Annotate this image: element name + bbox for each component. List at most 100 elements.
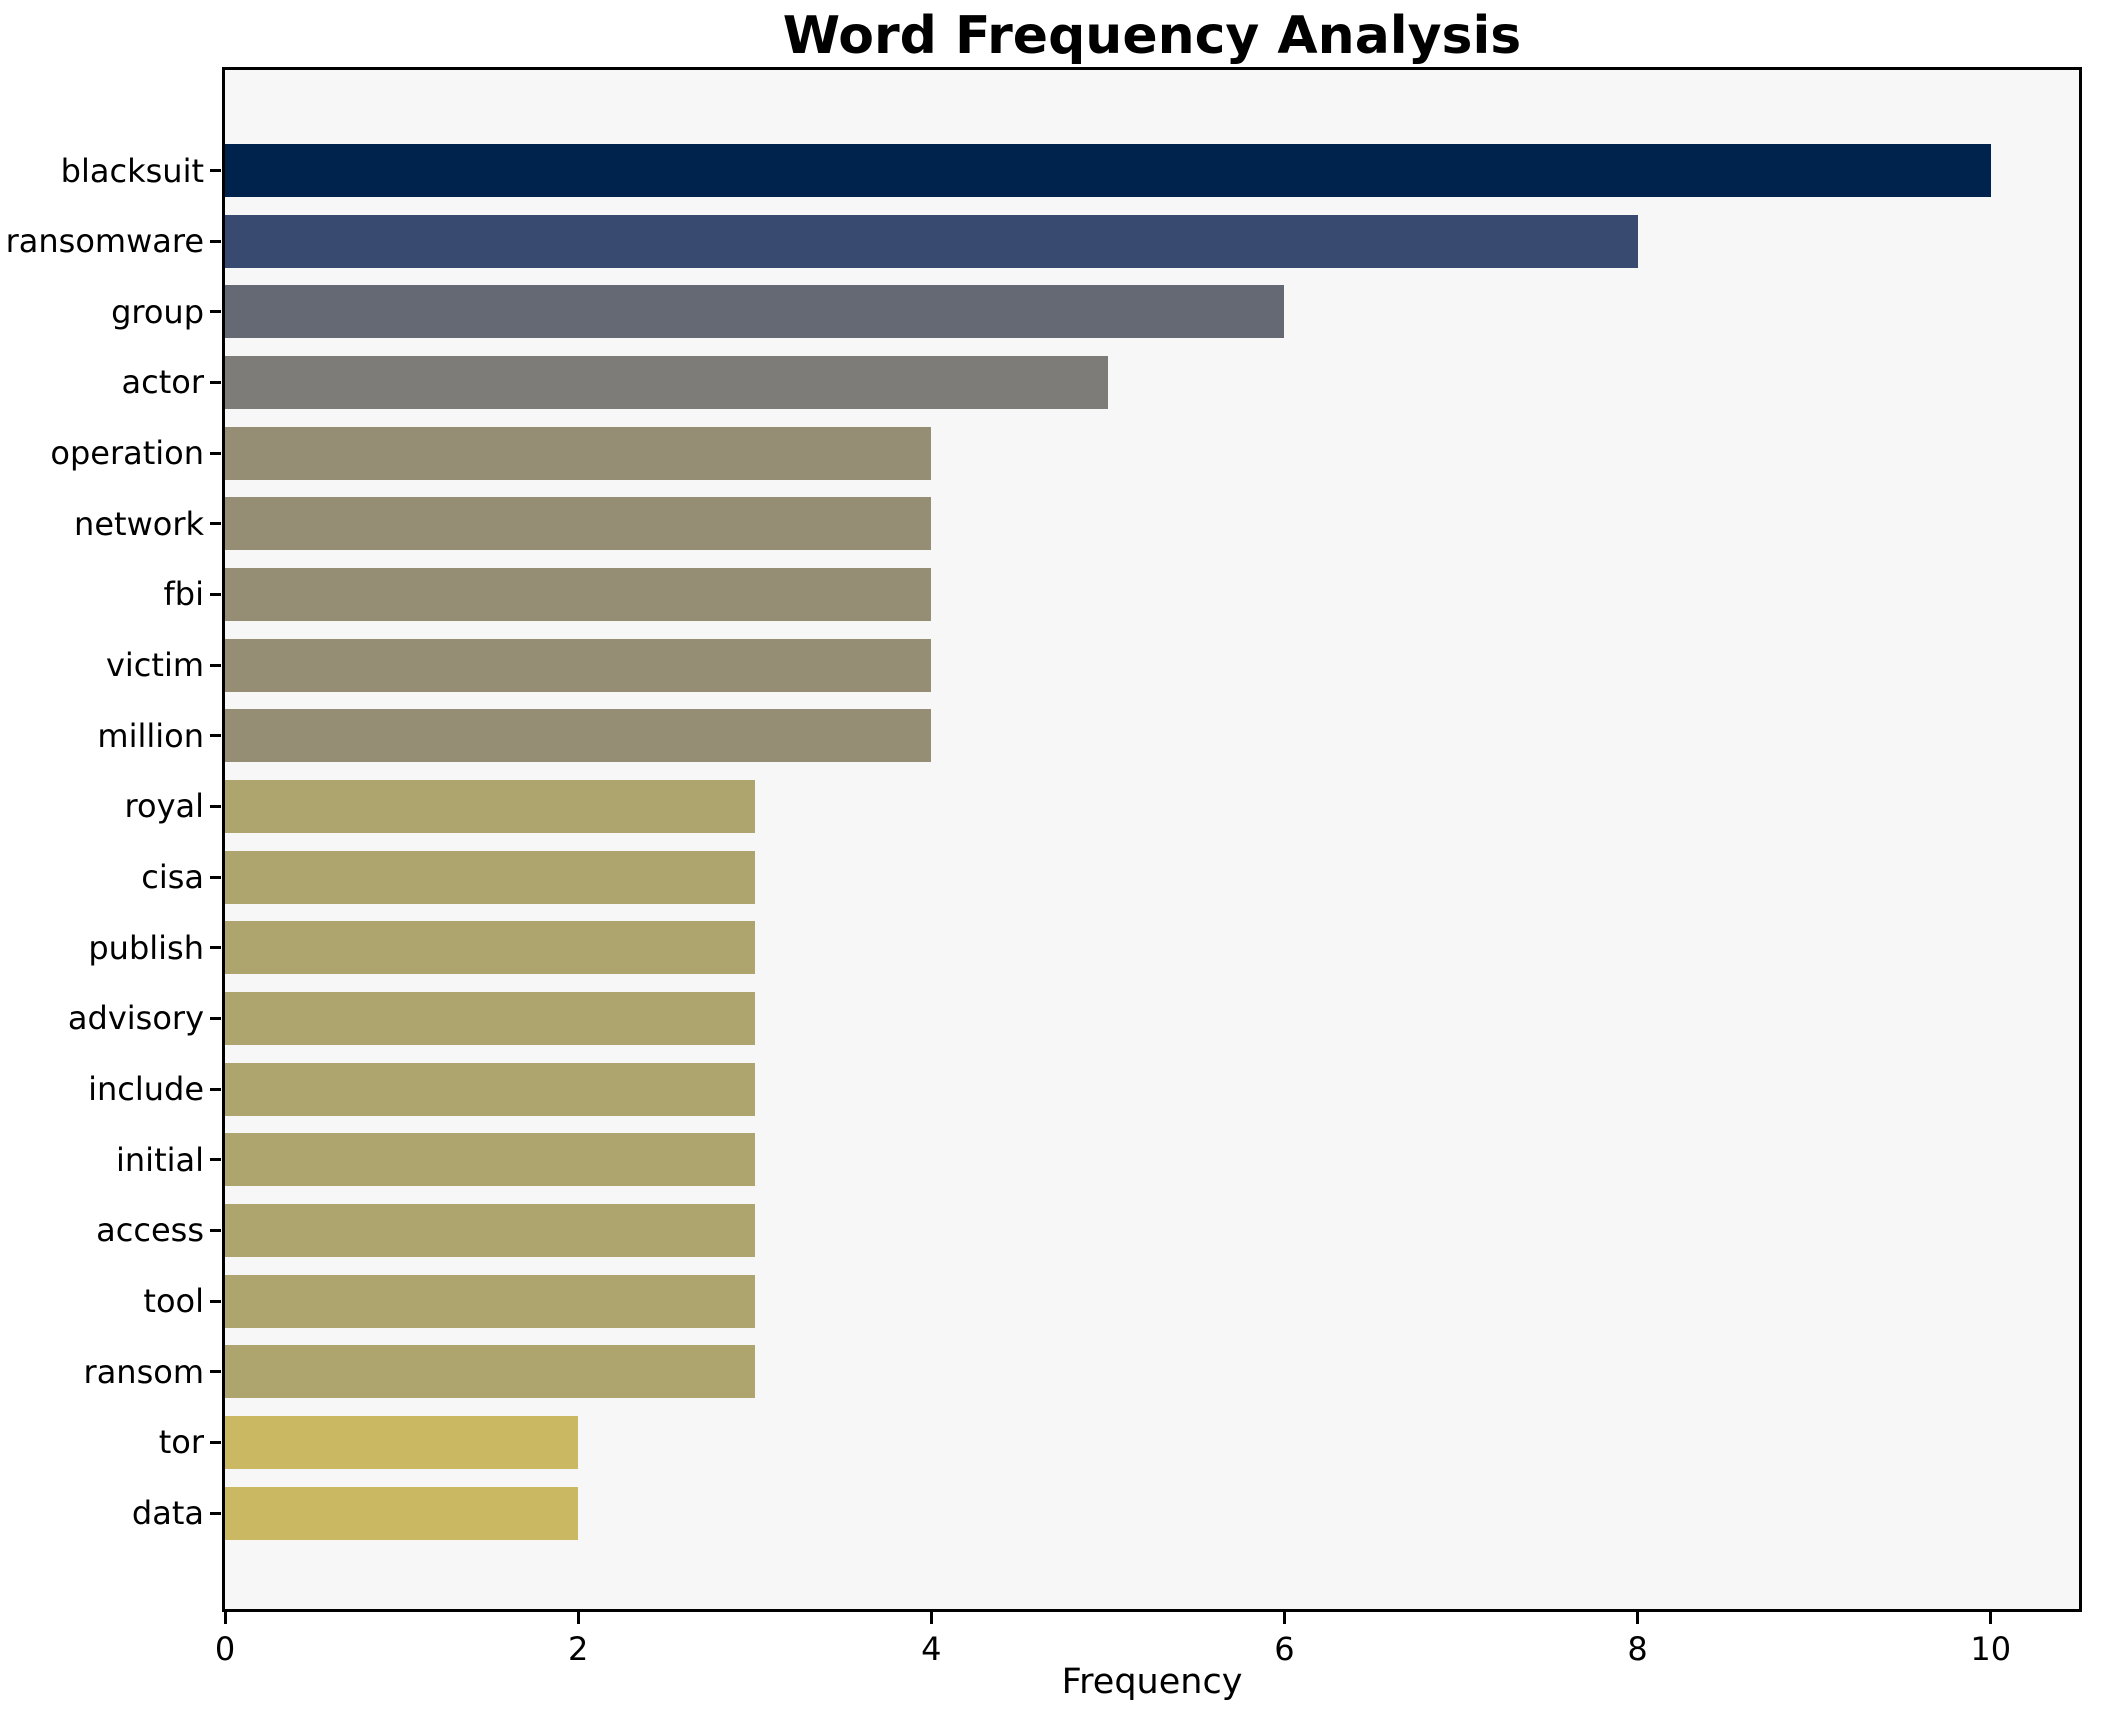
y-tick-mark: [210, 380, 221, 384]
y-tick-mark: [210, 734, 221, 738]
bar-row: [225, 850, 2079, 904]
y-tick-label-tor: tor: [158, 1423, 204, 1462]
y-tick-mark: [210, 1158, 221, 1162]
bar-tor: [225, 1415, 579, 1469]
bar-row: [225, 497, 2079, 551]
y-tick-label-publish: publish: [88, 928, 204, 967]
bar-tool: [225, 1274, 755, 1328]
x-tick-label-2: 2: [567, 1630, 589, 1668]
bar-row: [225, 1062, 2079, 1116]
bar-publish: [225, 921, 755, 975]
bar-row: [225, 1274, 2079, 1328]
y-tick-label-ransomware: ransomware: [5, 222, 204, 261]
bar-initial: [225, 1133, 755, 1187]
bar-fbi: [225, 567, 932, 621]
bar-row: [225, 1133, 2079, 1187]
bar-include: [225, 1062, 755, 1116]
y-tick-label-advisory: advisory: [67, 999, 204, 1038]
y-tick-mark: [210, 239, 221, 243]
y-tick-label-network: network: [74, 504, 204, 543]
x-tick-mark: [1989, 1612, 1993, 1624]
y-tick-label-royal: royal: [124, 787, 204, 826]
y-tick-label-cisa: cisa: [141, 858, 204, 897]
bar-million: [225, 709, 932, 763]
bar-ransomware: [225, 214, 1638, 268]
chart-title: Word Frequency Analysis: [782, 6, 1522, 66]
x-tick-label-4: 4: [921, 1630, 942, 1668]
y-axis-labels: blacksuit ransomware group actor operation ne…: [0, 67, 204, 1612]
bar-row: [225, 355, 2079, 409]
x-tick-label-10: 10: [1970, 1630, 2012, 1668]
y-tick-mark: [210, 169, 221, 172]
y-tick-label-tool: tool: [143, 1282, 204, 1321]
y-tick-label-million: million: [97, 716, 204, 755]
y-tick-mark: [210, 1016, 221, 1020]
y-tick-mark: [210, 592, 221, 596]
x-axis-label: Frequency: [1061, 1662, 1243, 1702]
y-tick-label-initial: initial: [116, 1140, 204, 1179]
x-tick-mark: [223, 1612, 227, 1624]
bar-row: [225, 1203, 2079, 1257]
x-tick-label-6: 6: [1274, 1630, 1295, 1668]
bar-victim: [225, 638, 932, 692]
y-tick-mark: [210, 1511, 221, 1515]
y-tick-label-blacksuit: blacksuit: [60, 151, 204, 190]
bar-row: [225, 921, 2079, 975]
y-tick-mark: [210, 522, 221, 526]
bar-row: [225, 285, 2079, 339]
bar-row: [225, 779, 2079, 833]
bar-advisory: [225, 991, 755, 1045]
x-axis-ticks: 0 2 4 6 8 10: [215, 1612, 2082, 1672]
bar-row: [225, 144, 2079, 197]
y-tick-mark: [210, 804, 221, 808]
bar-cisa: [225, 850, 755, 904]
x-tick-label-8: 8: [1627, 1630, 1648, 1668]
bar-blacksuit: [225, 144, 1991, 197]
bar-actor: [225, 355, 1108, 409]
bar-row: [225, 638, 2079, 692]
y-tick-mark: [210, 1087, 221, 1091]
bar-row: [225, 426, 2079, 480]
y-tick-mark: [210, 1440, 221, 1444]
y-tick-mark: [210, 1299, 221, 1303]
y-tick-mark: [210, 875, 221, 879]
bar-row: [225, 991, 2079, 1045]
y-tick-mark: [210, 1228, 221, 1232]
y-axis-ticks: [208, 67, 222, 1612]
y-tick-label-data: data: [131, 1494, 204, 1533]
bar-royal: [225, 779, 755, 833]
bars-layer: [225, 70, 2079, 1609]
bar-access: [225, 1203, 755, 1257]
bar-network: [225, 497, 932, 551]
x-tick-mark: [929, 1612, 933, 1624]
y-tick-label-include: include: [88, 1070, 204, 1109]
bar-ransom: [225, 1345, 755, 1399]
x-tick-mark: [576, 1612, 580, 1624]
y-tick-label-operation: operation: [50, 434, 204, 473]
bar-group: [225, 285, 1285, 339]
y-tick-label-victim: victim: [105, 646, 204, 685]
y-tick-mark: [210, 663, 221, 667]
x-tick-mark: [1282, 1612, 1286, 1624]
bar-row: [225, 214, 2079, 268]
x-tick-label-0: 0: [214, 1630, 236, 1668]
bar-data: [225, 1486, 579, 1540]
y-tick-label-fbi: fbi: [163, 575, 204, 614]
y-tick-label-actor: actor: [121, 363, 204, 402]
bar-row: [225, 567, 2079, 621]
y-tick-mark: [210, 451, 221, 455]
bar-row: [225, 1345, 2079, 1399]
bar-row: [225, 709, 2079, 763]
y-tick-mark: [210, 946, 221, 950]
plot-area: [222, 67, 2082, 1612]
y-tick-label-access: access: [96, 1211, 204, 1250]
x-tick-mark: [1636, 1612, 1640, 1624]
y-tick-mark: [210, 1370, 221, 1374]
y-tick-mark: [210, 310, 221, 314]
bar-row: [225, 1415, 2079, 1469]
bar-row: [225, 1486, 2079, 1540]
y-tick-label-group: group: [111, 292, 204, 331]
y-tick-label-ransom: ransom: [83, 1352, 204, 1391]
bar-operation: [225, 426, 932, 480]
